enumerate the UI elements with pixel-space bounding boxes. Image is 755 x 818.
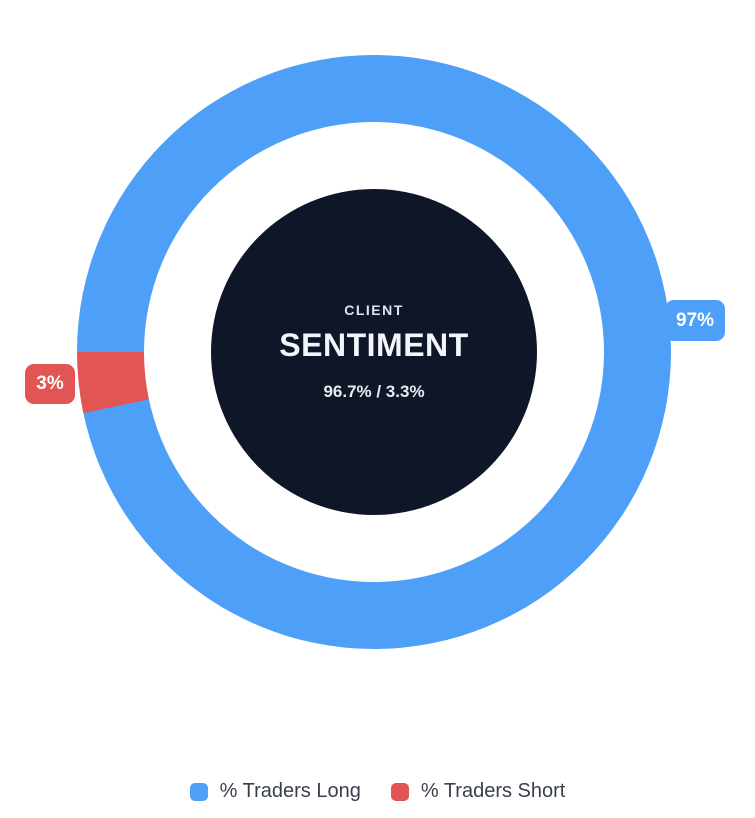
short-percentage-badge: 3%	[25, 364, 75, 404]
long-swatch-icon	[189, 782, 208, 801]
client-eyebrow-label: CLIENT	[344, 302, 404, 318]
sentiment-title: SENTIMENT	[279, 327, 469, 363]
legend-item-traders-long[interactable]: % Traders Long	[189, 780, 361, 803]
long-percentage-badge: 97%	[665, 300, 725, 341]
legend-label-traders-short: % Traders Short	[420, 780, 566, 802]
center-disc: CLIENT SENTIMENT 96.7% / 3.3%	[211, 189, 537, 515]
sentiment-ratio-text: 96.7% / 3.3%	[323, 382, 425, 401]
short-swatch-icon	[390, 782, 409, 801]
legend-item-traders-short[interactable]: % Traders Short	[390, 780, 566, 803]
chart-legend: % Traders Long % Traders Short	[0, 780, 755, 803]
legend-label-traders-long: % Traders Long	[219, 780, 361, 802]
